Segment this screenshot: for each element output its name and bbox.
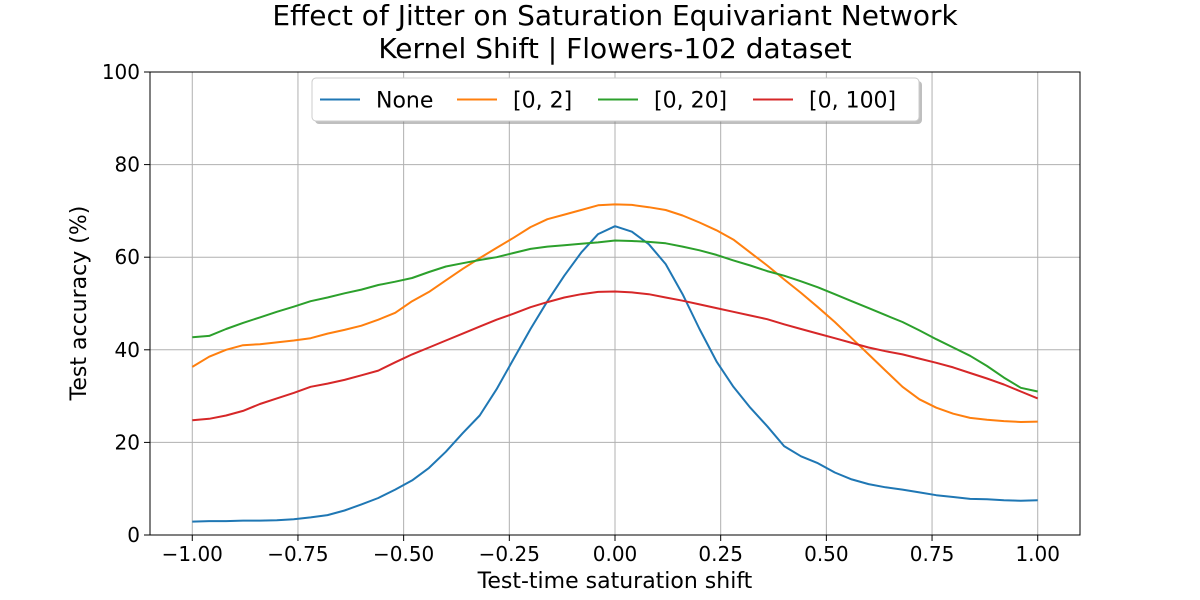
x-tick-label: 0.50 (804, 542, 849, 566)
y-tick-label: 20 (115, 430, 140, 454)
y-tick-label: 100 (102, 60, 140, 84)
x-tick-label: −0.75 (267, 542, 328, 566)
y-tick-label: 40 (115, 338, 140, 362)
legend: None [0, 2] [0, 20] [0, 100] (311, 77, 922, 124)
chart-subtitle: Kernel Shift | Flowers-102 dataset (378, 32, 851, 65)
chart-title: Effect of Jitter on Saturation Equivaria… (272, 0, 958, 32)
x-tick-label: −0.50 (373, 542, 434, 566)
x-tick-label: −0.25 (479, 542, 540, 566)
y-tick-label: 0 (127, 523, 140, 547)
x-tick-label: −1.00 (162, 542, 223, 566)
y-tick-label: 80 (115, 153, 140, 177)
x-tick-label: 0.00 (593, 542, 638, 566)
y-axis-label: Test accuracy (%) (67, 206, 92, 402)
series-line-0 (192, 225, 1038, 523)
legend-entry-label: [0, 100] (809, 89, 896, 114)
grid-lines (150, 71, 1080, 536)
legend-entry-label: [0, 20] (654, 89, 727, 114)
x-tick-label: 1.00 (1015, 542, 1060, 566)
x-tick-label: 0.25 (698, 542, 743, 566)
series-line-3 (192, 290, 1039, 422)
x-axis-label: Test-time saturation shift (477, 569, 753, 594)
series-line-2 (192, 239, 1038, 393)
y-tick-label: 60 (115, 245, 140, 269)
axis-ticks: −1.00 −0.75 −0.50 −0.25 0.00 0.25 0.50 0.75 1.00… (102, 60, 1060, 566)
x-tick-label: 0.75 (910, 542, 955, 566)
series-line-1 (191, 203, 1038, 423)
legend-entry-label: None (376, 89, 433, 114)
series-lines (191, 203, 1039, 523)
legend-entry-label: [0, 2] (513, 89, 572, 114)
